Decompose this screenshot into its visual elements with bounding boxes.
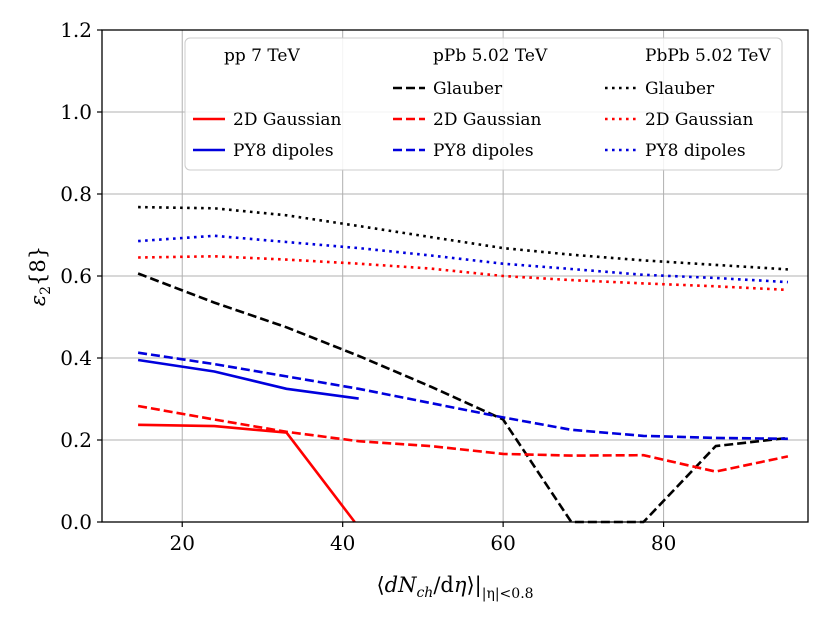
y-tick-label: 0.4 (60, 346, 92, 370)
legend-label-ppb-gaussian: 2D Gaussian (433, 110, 542, 130)
series-pbpb-glauber (138, 205, 788, 271)
legend-label-ppb-dipoles: PY8 dipoles (433, 141, 534, 161)
series-pbpb-dipoles (138, 234, 788, 284)
legend-label-pp-dipoles: PY8 dipoles (233, 141, 334, 161)
x-tick-label: 40 (330, 531, 355, 555)
x-tick-label: 20 (170, 531, 195, 555)
y-tick-label: 0.8 (60, 182, 92, 206)
series-ppb-dipoles (137, 351, 788, 441)
series-ppb-gaussian (137, 404, 789, 473)
x-tick-label: 60 (490, 531, 515, 555)
legend-label-pbpb-glauber: Glauber (645, 79, 715, 99)
y-tick-label: 1.0 (60, 100, 92, 124)
legend-header-ppb: pPb 5.02 TeV (433, 46, 548, 66)
legend-header-pbpb: PbPb 5.02 TeV (645, 46, 771, 66)
series-pp-gaussian (138, 423, 356, 523)
x-tick-label: 80 (651, 531, 676, 555)
y-tick-label: 0.6 (60, 264, 92, 288)
y-tick-label: 0.2 (60, 428, 92, 452)
series-pp-dipoles (137, 358, 359, 400)
y-axis-label: ε2{8} (26, 246, 54, 306)
series-lines (137, 205, 789, 524)
y-tick-label: 0.0 (60, 510, 92, 534)
x-axis-label: ⟨dNch/dη⟩||η|<0.8 (376, 573, 533, 602)
series-ppb-glauber (137, 272, 789, 524)
legend-label-pbpb-dipoles: PY8 dipoles (645, 141, 746, 161)
series-pbpb-gaussian (138, 254, 788, 292)
legend-label-ppb-glauber: Glauber (433, 79, 503, 99)
y-tick-label: 1.2 (60, 18, 92, 42)
legend: pp 7 TeV pPb 5.02 TeV PbPb 5.02 TeV Glau… (184, 37, 783, 171)
legend-label-pbpb-gaussian: 2D Gaussian (645, 110, 754, 130)
axis-ticks: 20 40 60 80 0.0 0.2 0.4 0.6 0.8 1.0 1.2 (60, 18, 676, 555)
legend-label-pp-gaussian: 2D Gaussian (233, 110, 342, 130)
legend-box (184, 37, 783, 171)
legend-header-pp: pp 7 TeV (224, 46, 300, 66)
